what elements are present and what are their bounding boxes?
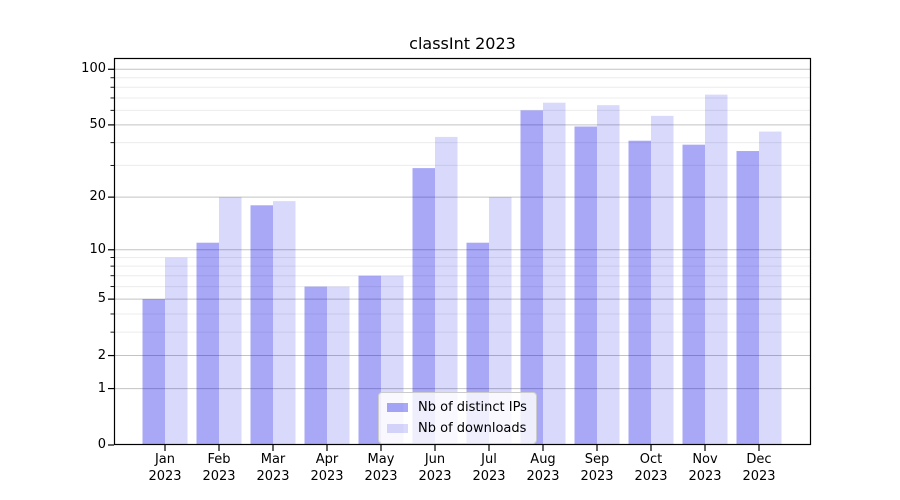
x-tick-month: Apr (315, 452, 339, 467)
x-tick-year: 2023 (364, 469, 398, 484)
y-tick-label-20: 20 (89, 189, 106, 205)
bar-downloads-jun (435, 136, 458, 445)
bar-downloads-jan (165, 257, 188, 445)
x-tick-label-aug: Aug 2023 (511, 451, 575, 485)
x-tick-label-sep: Sep 2023 (565, 451, 629, 485)
bar-distinct-ips-oct (628, 140, 651, 445)
bar-downloads-dec (759, 131, 782, 445)
bar-distinct-ips-apr (304, 286, 327, 445)
x-tick-label-jun: Jun 2023 (403, 451, 467, 485)
x-tick-month: Aug (530, 452, 556, 467)
bar-distinct-ips-dec (736, 151, 759, 445)
chart-title: classInt 2023 (409, 34, 516, 53)
bar-downloads-aug (543, 102, 566, 445)
x-tick-month: Feb (207, 452, 231, 467)
x-tick-label-jul: Jul 2023 (457, 451, 521, 485)
y-tick-label-10: 10 (89, 241, 106, 257)
x-tick-year: 2023 (148, 469, 182, 484)
x-tick-year: 2023 (202, 469, 236, 484)
x-tick-month: Nov (692, 452, 718, 467)
x-tick-label-dec: Dec 2023 (727, 451, 791, 485)
legend-item-distinct-ips: Nb of distinct IPs (387, 398, 527, 417)
bar-distinct-ips-may (358, 275, 381, 445)
x-tick-year: 2023 (742, 469, 776, 484)
x-tick-label-oct: Oct 2023 (619, 451, 683, 485)
bar-distinct-ips-sep (574, 126, 597, 445)
plot-area: Nb of distinct IPs Nb of downloads (108, 57, 812, 451)
x-tick-year: 2023 (256, 469, 290, 484)
axes-frame (113, 57, 812, 446)
y-tick-label-0: 0 (97, 437, 106, 452)
bar-downloads-oct (651, 115, 674, 445)
x-tick-month: Jul (481, 452, 497, 467)
legend: Nb of distinct IPs Nb of downloads (378, 392, 537, 444)
bar-downloads-feb (219, 197, 242, 445)
bar-downloads-sep (597, 105, 620, 445)
legend-label-downloads: Nb of downloads (418, 421, 527, 436)
bar-distinct-ips-mar (250, 205, 273, 445)
y-tick-label-100: 100 (81, 61, 106, 77)
legend-swatch-downloads (387, 424, 408, 433)
x-tick-year: 2023 (580, 469, 614, 484)
x-tick-label-apr: Apr 2023 (295, 451, 359, 485)
legend-swatch-distinct-ips (387, 403, 408, 412)
x-tick-year: 2023 (472, 469, 506, 484)
x-tick-month: Mar (260, 452, 286, 467)
bar-distinct-ips-nov (682, 144, 705, 445)
bar-distinct-ips-aug (520, 110, 543, 445)
bar-downloads-jul (489, 197, 512, 445)
x-tick-month: Dec (746, 452, 772, 467)
x-tick-month: Sep (584, 452, 610, 467)
legend-item-downloads: Nb of downloads (387, 419, 527, 438)
y-tick-label-50: 50 (89, 116, 106, 132)
x-tick-year: 2023 (634, 469, 668, 484)
y-tick-label-2: 2 (97, 347, 106, 363)
x-tick-label-feb: Feb 2023 (187, 451, 251, 485)
bar-distinct-ips-jun (412, 168, 435, 445)
bar-downloads-nov (705, 94, 728, 445)
bar-distinct-ips-jan (142, 299, 165, 445)
y-tick-label-5: 5 (97, 291, 106, 307)
bar-downloads-mar (273, 201, 296, 445)
x-tick-label-mar: Mar 2023 (241, 451, 305, 485)
bar-distinct-ips-feb (196, 242, 219, 445)
x-tick-label-may: May 2023 (349, 451, 413, 485)
x-tick-year: 2023 (310, 469, 344, 484)
x-tick-label-jan: Jan 2023 (133, 451, 197, 485)
y-tick-label-1: 1 (97, 380, 106, 396)
bar-chart-svg (108, 57, 812, 451)
x-tick-label-nov: Nov 2023 (673, 451, 737, 485)
x-tick-month: May (367, 452, 395, 467)
x-tick-month: Oct (639, 452, 663, 467)
x-tick-year: 2023 (526, 469, 560, 484)
legend-label-distinct-ips: Nb of distinct IPs (418, 400, 527, 415)
x-tick-month: Jan (154, 452, 176, 467)
x-tick-year: 2023 (688, 469, 722, 484)
x-tick-year: 2023 (418, 469, 452, 484)
bar-downloads-apr (327, 286, 350, 445)
x-tick-month: Jun (424, 452, 446, 467)
